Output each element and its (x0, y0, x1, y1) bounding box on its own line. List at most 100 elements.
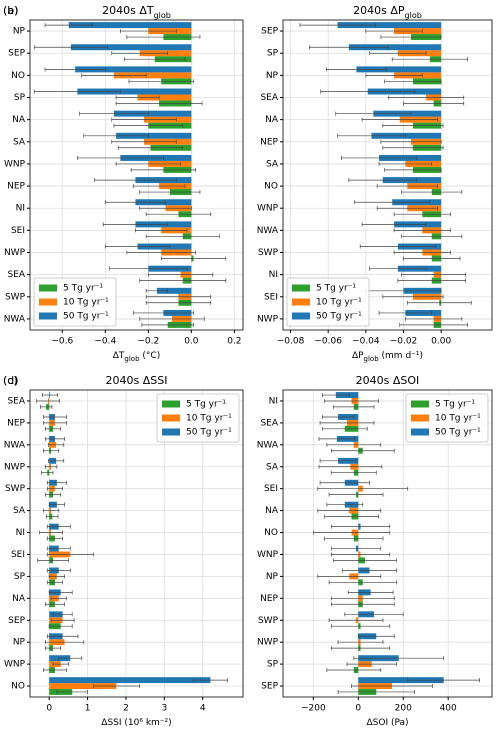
legend-swatch (411, 414, 429, 422)
error-bar (333, 558, 397, 563)
error-bar (33, 45, 108, 50)
bar (77, 88, 192, 95)
error-bar (145, 300, 212, 305)
error-bar (141, 322, 194, 327)
error-bar (318, 436, 356, 441)
error-bar (318, 464, 383, 469)
x-tick-label: −0.06 (314, 337, 342, 347)
y-tick-label: SEI (264, 484, 278, 494)
error-bar (317, 486, 409, 491)
legend-swatch (162, 428, 180, 436)
error-bar (359, 244, 436, 249)
error-bar (128, 79, 194, 84)
error-bar (337, 133, 406, 138)
y-tick-label: SA (266, 159, 279, 169)
error-bar (48, 624, 73, 629)
y-tick-label: SWP (5, 484, 26, 494)
bar (70, 44, 192, 51)
error-bar (115, 95, 160, 100)
title-main: 2040s ΔT (102, 4, 154, 17)
x-axis-label: ΔSOI (Pa) (366, 718, 408, 728)
legend-swatch (39, 312, 57, 320)
legend-label: 10 Tg yr⁻¹ (435, 414, 481, 424)
y-tick-label: NP (266, 71, 279, 81)
x-label-main: ΔSSI (10⁶ km⁻²) (101, 718, 171, 728)
legend-label: 50 Tg yr⁻¹ (63, 312, 109, 322)
y-tick-label: NWP (257, 314, 279, 324)
error-bar (361, 117, 438, 122)
x-tick-label: 0.2 (227, 337, 241, 347)
error-bar (45, 436, 65, 441)
legend-swatch (39, 298, 57, 306)
error-bar (46, 514, 59, 519)
error-bar (397, 278, 466, 283)
x-axis-label: ΔTglob (°C) (113, 351, 160, 364)
legend-swatch (411, 400, 429, 408)
error-bar (50, 596, 67, 601)
y-tick-label: NWP (4, 248, 26, 258)
x-tick-label: 0.00 (431, 337, 451, 347)
legend-swatch (39, 284, 57, 292)
x-label-tail: (°C) (140, 351, 161, 361)
y-tick-label: NWA (257, 226, 279, 236)
y-tick-label: NO (11, 682, 25, 692)
error-bar (139, 206, 192, 211)
y-tick-label: NEP (7, 418, 25, 428)
y-tick-label: NO (264, 182, 278, 192)
y-tick-label: NEP (260, 594, 278, 604)
error-bar (46, 580, 63, 585)
error-bar (406, 300, 472, 305)
error-bar (160, 256, 227, 261)
error-bar (351, 684, 433, 689)
error-bar (357, 634, 395, 639)
error-bar (407, 678, 480, 683)
error-bar (45, 602, 65, 607)
y-tick-label: SP (14, 93, 26, 103)
error-bar (192, 678, 228, 683)
error-bar (48, 458, 65, 463)
legend-label: 5 Tg yr⁻¹ (186, 400, 226, 410)
y-tick-label: NWA (4, 440, 26, 450)
error-bar (330, 602, 395, 607)
error-bar (45, 492, 62, 497)
error-bar (378, 310, 433, 315)
y-tick-label: NWA (257, 440, 279, 450)
y-tick-label: NWP (4, 462, 26, 472)
error-bar (348, 178, 418, 183)
y-tick-label: SEP (261, 27, 278, 37)
error-bar (401, 234, 463, 239)
y-tick-label: WNP (4, 660, 26, 670)
title-sub: glob (405, 11, 422, 20)
error-bar (317, 508, 382, 513)
legend-label: 50 Tg yr⁻¹ (316, 312, 362, 322)
error-bar (120, 29, 177, 34)
error-bar (384, 167, 442, 172)
legend: 5 Tg yr⁻¹ 10 Tg yr⁻¹ 50 Tg yr⁻¹ (286, 277, 370, 327)
error-bar (145, 212, 212, 217)
legend-swatch (292, 298, 310, 306)
error-bar (393, 250, 451, 255)
error-bar (330, 524, 391, 529)
bar (113, 72, 192, 79)
error-bar (380, 139, 442, 144)
error-bar (333, 404, 375, 409)
error-bar (330, 596, 395, 601)
error-bar (46, 486, 63, 491)
title-main: 2040s ΔSOI (356, 374, 420, 387)
error-bar (92, 684, 140, 689)
panel-label: (b) (3, 4, 19, 17)
error-bar (309, 45, 389, 50)
error-bar (132, 310, 194, 315)
y-tick-label: NA (265, 115, 279, 125)
error-bar (330, 624, 391, 629)
error-bar (399, 322, 468, 327)
error-bar (330, 546, 382, 551)
error-bar (104, 200, 166, 205)
error-bar (45, 646, 62, 651)
y-tick-label: NI (269, 396, 278, 406)
x-label-sub: glob (364, 355, 380, 363)
bar (348, 44, 442, 51)
y-tick-label: SEP (8, 49, 25, 59)
error-bar (145, 294, 212, 299)
error-bar (45, 640, 85, 645)
